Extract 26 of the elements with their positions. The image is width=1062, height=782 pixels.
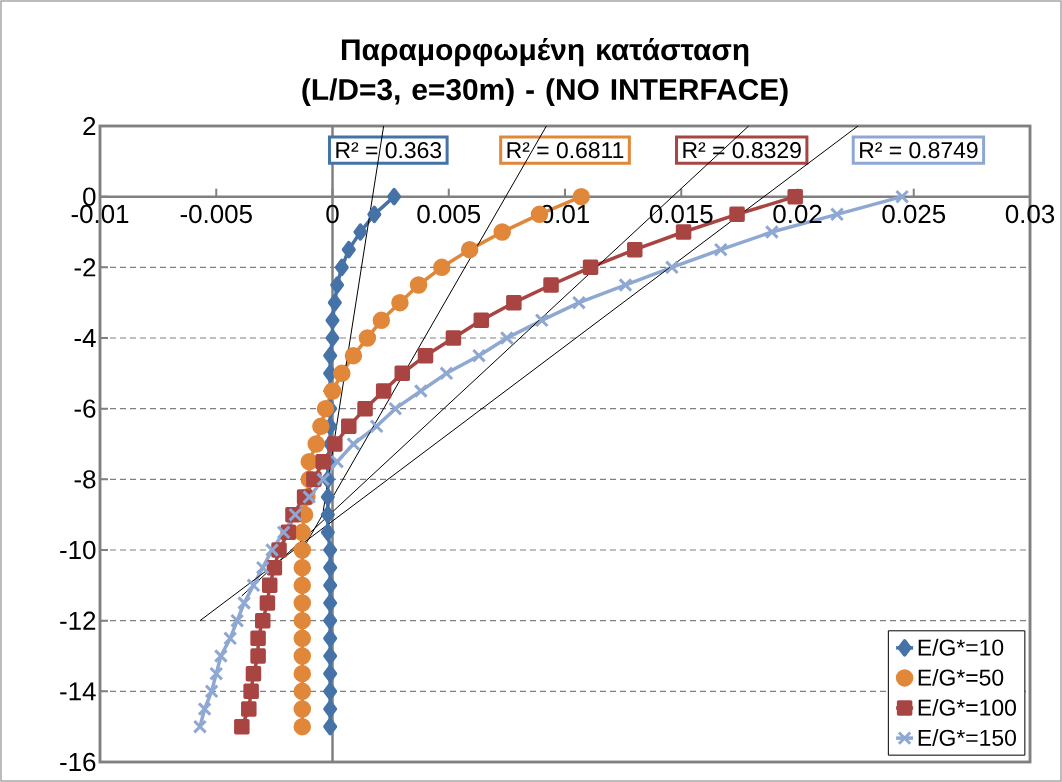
x-tick-label: 0 (326, 204, 339, 224)
chart-title: Παραμορφωμένη κατάσταση (L/D=3, e=30m) - (NO INTERFACE) (302, 37, 788, 107)
legend-label: E/G*=150 (918, 729, 1016, 746)
annotation: R² = 0.363 (336, 142, 442, 159)
x-tick-label: 0.02 (773, 204, 822, 224)
x-tick-label: 0.025 (882, 204, 946, 224)
x-tick-label: -0.01 (71, 204, 129, 224)
legend-label: E/G*=10 (918, 638, 1004, 656)
x-tick-label: -0.005 (180, 204, 252, 224)
x-tick-label: 0.03 (1005, 204, 1055, 224)
annotation: R² = 0.8749 (860, 142, 978, 159)
y-tick-label: 0 (83, 187, 96, 206)
legend-label: E/G*=50 (918, 668, 1004, 686)
y-tick-label: -14 (60, 682, 96, 701)
y-tick-label: -8 (74, 470, 96, 489)
y-tick-label: -16 (60, 752, 96, 772)
y-tick-label: -10 (60, 540, 96, 560)
y-tick-label: -4 (74, 329, 96, 347)
y-tick-label: -2 (74, 258, 96, 277)
annotation: R² = 0.6811 (507, 142, 624, 159)
x-tick-label: 0.005 (417, 204, 481, 224)
y-tick-label: -12 (60, 611, 96, 630)
legend-label: E/G*=100 (918, 698, 1016, 716)
x-tick-label: 0.015 (649, 204, 713, 224)
y-tick-label: 2 (83, 116, 96, 136)
y-tick-label: -6 (74, 399, 96, 418)
